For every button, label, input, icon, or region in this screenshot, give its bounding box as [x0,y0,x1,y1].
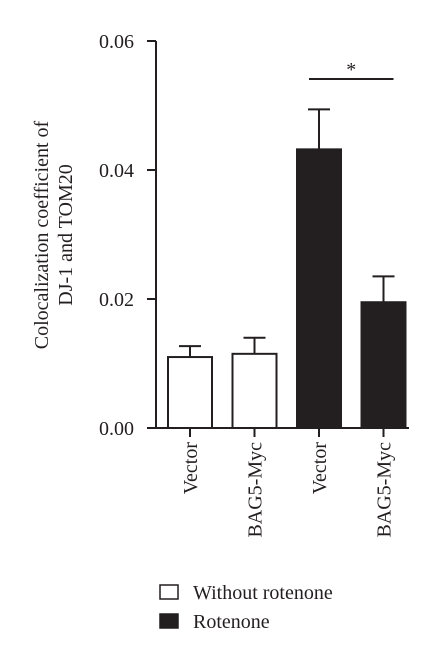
bar [360,301,407,430]
x-tick-label: Vector [180,442,202,495]
bar [296,148,342,430]
y-axis-title-line-1: Colocalization coefficient of [31,120,53,349]
bar [167,356,213,429]
legend-label: Without rotenone [193,582,333,604]
y-tick-label: 0.00 [99,418,134,440]
legend-swatch [159,584,179,600]
legend-label: Rotenone [193,611,270,633]
x-tick-labels: Vector BAG5-Myc Vector BAG5-Myc [180,428,396,538]
bars [167,108,407,430]
significance-label: * [346,59,356,81]
legend-swatch [159,613,179,629]
y-tick-label: 0.02 [99,289,134,311]
bar [231,352,278,430]
legend: Without rotenone Rotenone [159,582,333,633]
y-axis-title: Colocalization coefficient of DJ-1 and T… [31,120,77,349]
significance-marker: * [309,59,394,81]
x-tick-label: Vector [309,442,331,495]
y-tick-label: 0.06 [99,31,134,53]
x-tick-label: BAG5-Myc [245,442,267,538]
x-tick-label: BAG5-Myc [374,442,396,538]
y-tick-label: 0.04 [99,160,134,182]
y-axis-title-line-2: DJ-1 and TOM20 [55,164,77,305]
